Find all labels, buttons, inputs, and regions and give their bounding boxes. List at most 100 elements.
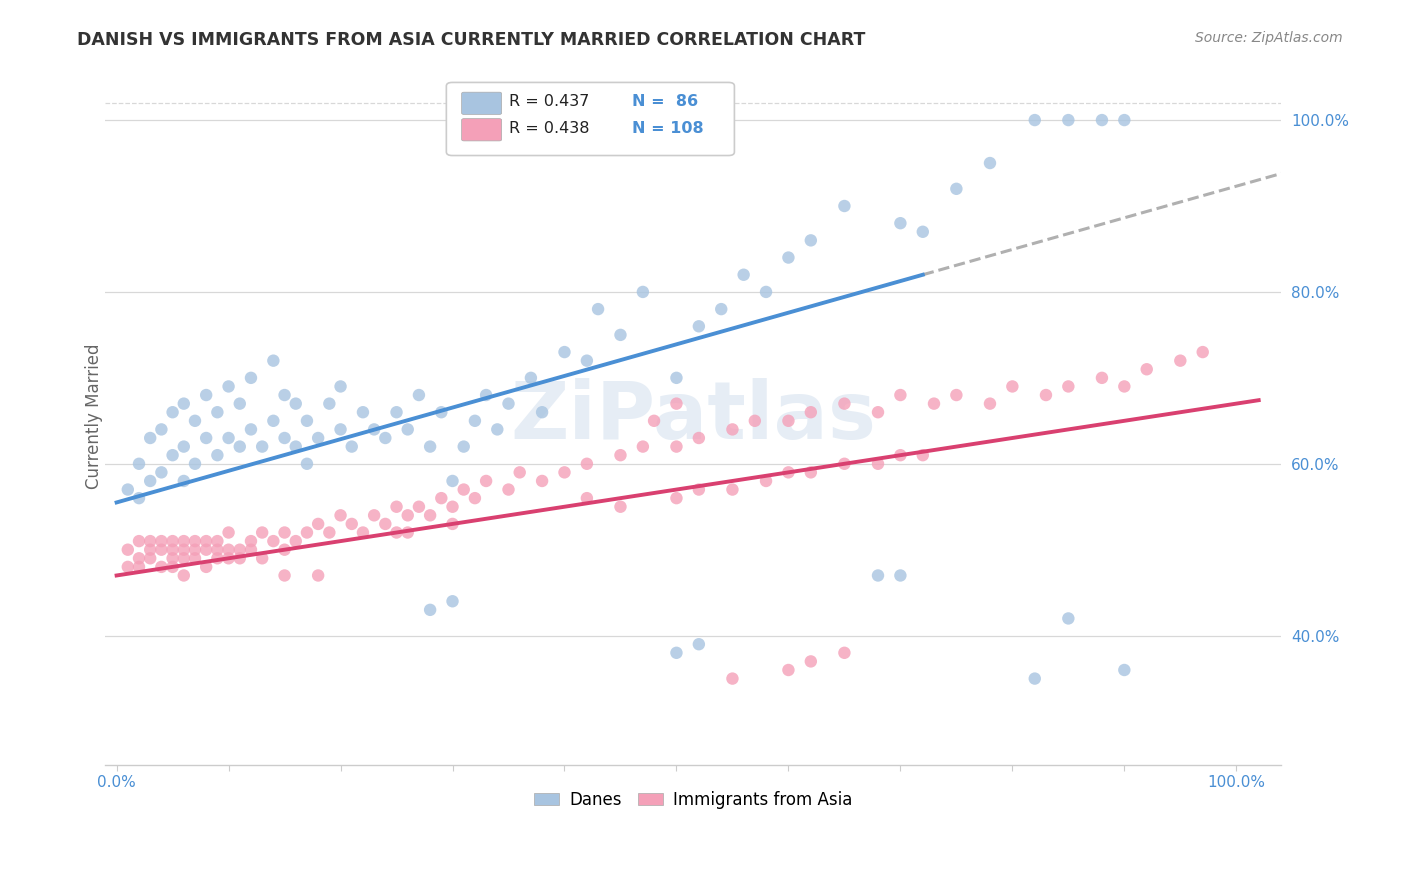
Point (295, 457, 318, 471)
Point (396, 508, 419, 523)
Point (643, 414, 665, 428)
Point (911, 225, 934, 239)
Point (945, 388, 967, 402)
Point (475, 474, 498, 488)
Point (173, 440, 195, 454)
Point (665, 371, 688, 385)
Point (128, 457, 150, 471)
Point (464, 414, 486, 428)
Point (922, 396, 945, 410)
Point (184, 414, 207, 428)
Point (162, 542, 184, 557)
Point (262, 414, 284, 428)
Point (631, 440, 654, 454)
Point (609, 500, 631, 514)
Point (195, 560, 218, 574)
Point (945, 182, 967, 196)
Point (273, 542, 295, 557)
Point (834, 646, 856, 660)
Point (385, 405, 408, 419)
Point (173, 474, 195, 488)
Point (441, 474, 464, 488)
FancyBboxPatch shape (446, 82, 734, 155)
Point (139, 431, 162, 445)
Point (553, 466, 575, 480)
Point (128, 534, 150, 549)
Text: ZiPatlas: ZiPatlas (510, 377, 876, 456)
Text: N =  86: N = 86 (633, 95, 699, 110)
Text: N = 108: N = 108 (633, 121, 704, 136)
Point (117, 542, 139, 557)
Point (218, 551, 240, 566)
Point (150, 560, 173, 574)
Point (385, 525, 408, 540)
Point (1168, 353, 1191, 368)
Point (1114, 379, 1136, 393)
Point (396, 422, 419, 436)
Point (229, 551, 252, 566)
Point (340, 440, 363, 454)
Point (218, 542, 240, 557)
Point (250, 525, 273, 540)
Point (150, 422, 173, 436)
Point (531, 474, 554, 488)
Point (800, 233, 823, 247)
Point (575, 457, 598, 471)
Point (307, 568, 329, 582)
Point (139, 551, 162, 566)
Point (352, 525, 374, 540)
Point (162, 534, 184, 549)
Point (162, 560, 184, 574)
Point (464, 491, 486, 505)
Point (1001, 379, 1024, 393)
Point (329, 508, 352, 523)
Point (453, 483, 475, 497)
Point (262, 353, 284, 368)
Point (139, 474, 162, 488)
Point (385, 500, 408, 514)
Point (575, 491, 598, 505)
Point (295, 414, 318, 428)
Point (207, 448, 229, 462)
Point (498, 483, 520, 497)
Point (173, 534, 195, 549)
Point (1191, 345, 1213, 359)
Point (307, 516, 329, 531)
Point (430, 405, 453, 419)
Point (866, 405, 889, 419)
Point (430, 491, 453, 505)
Point (475, 388, 498, 402)
Point (800, 466, 823, 480)
Point (889, 568, 911, 582)
Point (195, 542, 218, 557)
Point (240, 534, 263, 549)
Point (128, 560, 150, 574)
Point (195, 431, 218, 445)
Point (979, 156, 1001, 170)
Point (128, 551, 150, 566)
Point (273, 525, 295, 540)
Point (1057, 379, 1080, 393)
Point (229, 396, 252, 410)
Point (520, 371, 543, 385)
Point (866, 457, 889, 471)
Point (889, 448, 911, 462)
Point (150, 534, 173, 549)
Point (173, 568, 195, 582)
Point (329, 379, 352, 393)
Point (139, 534, 162, 549)
Point (273, 431, 295, 445)
Point (374, 516, 396, 531)
Point (1136, 362, 1159, 376)
Point (665, 491, 688, 505)
Point (834, 457, 856, 471)
Point (1114, 113, 1136, 128)
Point (744, 414, 766, 428)
Point (240, 371, 263, 385)
Point (218, 525, 240, 540)
Point (609, 448, 631, 462)
Point (755, 285, 778, 299)
Point (834, 396, 856, 410)
Text: R = 0.437: R = 0.437 (509, 95, 589, 110)
Point (273, 388, 295, 402)
